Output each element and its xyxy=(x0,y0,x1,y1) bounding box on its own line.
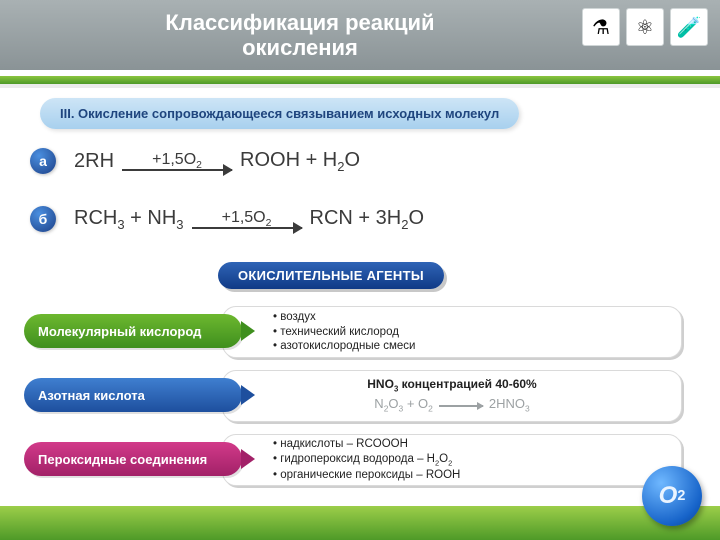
agent-row-peroxide: Пероксидные соединения • надкислоты – RC… xyxy=(24,434,696,488)
row2-line2: N2O3 + O2 2HNO3 xyxy=(374,396,529,415)
title-line-1: Классификация реакций xyxy=(90,10,510,35)
equation-row-a: а 2RH +1,5O2 ROOH + H2O xyxy=(30,148,360,174)
equation-badge-b: б xyxy=(30,206,56,232)
row2-body: HNO3 концентрацией 40-60% N2O3 + O2 2HNO… xyxy=(222,370,682,422)
equation-badge-a: а xyxy=(30,148,56,174)
eq-b-arrow: +1,5O2 xyxy=(192,209,302,229)
agent-row-nitric: Азотная кислота HNO3 концентрацией 40-60… xyxy=(24,370,696,424)
row1-bullet-1: • воздух xyxy=(273,310,667,325)
row2-eq-right: 2HNO3 xyxy=(489,396,530,415)
row2-eq-left: N2O3 + O2 xyxy=(374,396,433,415)
slide-title: Классификация реакций окисления xyxy=(90,10,510,61)
eq-b-arrow-label: +1,5O2 xyxy=(222,209,272,229)
molecule-icon: ⚗ xyxy=(582,8,620,46)
row2-label: Азотная кислота xyxy=(24,378,242,412)
row1-bullet-3: • азотокислородные смеси xyxy=(273,339,667,354)
agents-title-pill: ОКИСЛИТЕЛЬНЫЕ АГЕНТЫ xyxy=(218,262,444,289)
eq-b-right: RCN + 3H2O xyxy=(310,207,425,232)
footer-accent xyxy=(0,506,720,540)
atom-icon: ⚛ xyxy=(626,8,664,46)
subheading-pill: III. Окисление сопровождающееся связыван… xyxy=(40,98,519,129)
eq-a-arrow: +1,5O2 xyxy=(122,151,232,171)
eq-a-arrow-label: +1,5O2 xyxy=(152,151,202,171)
header-bar: Классификация реакций окисления ⚗ ⚛ 🧪 xyxy=(0,0,720,70)
eq-a-right: ROOH + H2O xyxy=(240,149,360,174)
eq-b-left: RCH3 + NH3 xyxy=(74,207,184,232)
row2-line1: HNO3 концентрацией 40-60% xyxy=(367,377,536,395)
row1-label: Молекулярный кислород xyxy=(24,314,242,348)
equation-a: 2RH +1,5O2 ROOH + H2O xyxy=(74,149,360,174)
row1-bullet-2: • технический кислород xyxy=(273,325,667,340)
title-line-2: окисления xyxy=(90,35,510,60)
row3-bullet-3: • органические пероксиды – ROOH xyxy=(273,468,667,483)
arrow-icon xyxy=(122,169,232,171)
equation-b: RCH3 + NH3 +1,5O2 RCN + 3H2O xyxy=(74,207,424,232)
flask-icon: 🧪 xyxy=(670,8,708,46)
row3-bullet-2: • гидропероксид водорода – H2O2 xyxy=(273,452,667,468)
arrow-icon xyxy=(439,405,483,407)
row3-body: • надкислоты – RCOOOH • гидропероксид во… xyxy=(222,434,682,486)
header-icon-row: ⚗ ⚛ 🧪 xyxy=(582,8,708,46)
row3-label: Пероксидные соединения xyxy=(24,442,242,476)
eq-a-left: 2RH xyxy=(74,150,114,173)
agent-row-oxygen: Молекулярный кислород • воздух • техниче… xyxy=(24,306,696,360)
o2-badge-icon: O2 xyxy=(642,466,702,526)
row1-body: • воздух • технический кислород • азоток… xyxy=(222,306,682,358)
row3-bullet-1: • надкислоты – RCOOOH xyxy=(273,437,667,452)
arrow-icon xyxy=(192,227,302,229)
accent-strip xyxy=(0,76,720,84)
equation-row-b: б RCH3 + NH3 +1,5O2 RCN + 3H2O xyxy=(30,206,424,232)
